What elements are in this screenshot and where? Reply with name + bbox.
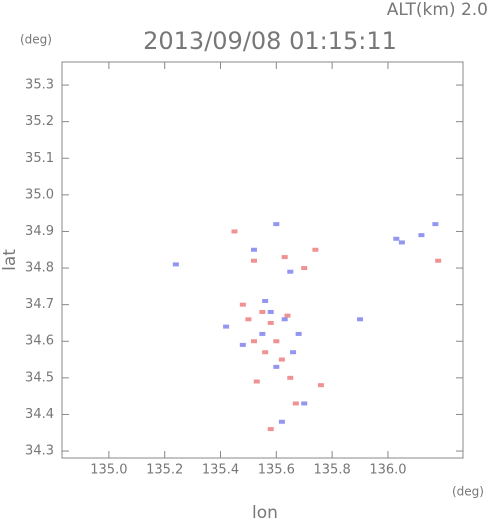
radar-echo [250, 339, 257, 344]
radar-echo [231, 229, 238, 234]
radar-echo [295, 331, 302, 336]
radar-echo [393, 236, 400, 241]
radar-echo [250, 247, 257, 252]
radar-echo [301, 401, 308, 406]
radar-echo [278, 357, 285, 362]
radar-echo [278, 419, 285, 424]
radar-echo [262, 298, 269, 303]
radar-echo [432, 222, 439, 227]
radar-echo [435, 258, 442, 263]
y-tick-label: 34.7 [25, 297, 54, 312]
radar-echo [287, 269, 294, 274]
x-tick-label: 135.8 [314, 463, 351, 478]
radar-echo [253, 379, 260, 384]
radar-echo [273, 222, 280, 227]
y-tick-label: 34.4 [25, 407, 54, 422]
y-tick-label: 35.3 [25, 78, 54, 93]
x-tick-label: 136.0 [369, 463, 406, 478]
radar-echo [267, 320, 274, 325]
y-tick-label: 34.3 [25, 444, 54, 459]
y-tick-label: 34.5 [25, 370, 54, 385]
radar-echo [281, 255, 288, 260]
y-tick-label: 34.6 [25, 334, 54, 349]
radar-echo [259, 331, 266, 336]
x-tick-label: 135.4 [202, 463, 239, 478]
radar-echo [223, 324, 230, 329]
radar-echo [312, 247, 319, 252]
radar-echo [273, 364, 280, 369]
radar-echo [172, 262, 179, 267]
radar-echo [262, 350, 269, 355]
radar-echo [267, 309, 274, 314]
radar-echo [292, 401, 299, 406]
y-tick-label: 35.0 [25, 187, 54, 202]
x-unit: (deg) [452, 485, 484, 499]
y-tick-label: 34.9 [25, 224, 54, 239]
x-tick-label: 135.0 [90, 463, 127, 478]
radar-echo [290, 350, 297, 355]
chart-title: 2013/09/08 01:15:11 [143, 27, 397, 55]
radar-echo [418, 233, 425, 238]
radar-echo [273, 339, 280, 344]
radar-echo [317, 383, 324, 388]
radar-echo [301, 266, 308, 271]
x-tick-label: 135.2 [146, 463, 183, 478]
radar-echo [267, 427, 274, 432]
radar-echo [250, 258, 257, 263]
radar-echo [239, 342, 246, 347]
y-tick-label: 35.2 [25, 114, 54, 129]
radar-echo [287, 375, 294, 380]
radar-echo [245, 317, 252, 322]
y-tick-label: 34.8 [25, 261, 54, 276]
radar-echo [281, 317, 288, 322]
y-axis-label: lat [0, 249, 20, 271]
x-tick-label: 135.6 [258, 463, 295, 478]
y-tick-label: 35.1 [25, 151, 54, 166]
plot-frame [61, 61, 464, 459]
x-axis-label: lon [252, 503, 278, 521]
radar-echo [357, 317, 364, 322]
radar-echo [398, 240, 405, 245]
radar-echo [239, 302, 246, 307]
radar-echo [284, 313, 291, 318]
altitude-label: ALT(km) 2.0 [387, 0, 488, 20]
radar-echo [259, 309, 266, 314]
y-unit: (deg) [20, 33, 52, 47]
